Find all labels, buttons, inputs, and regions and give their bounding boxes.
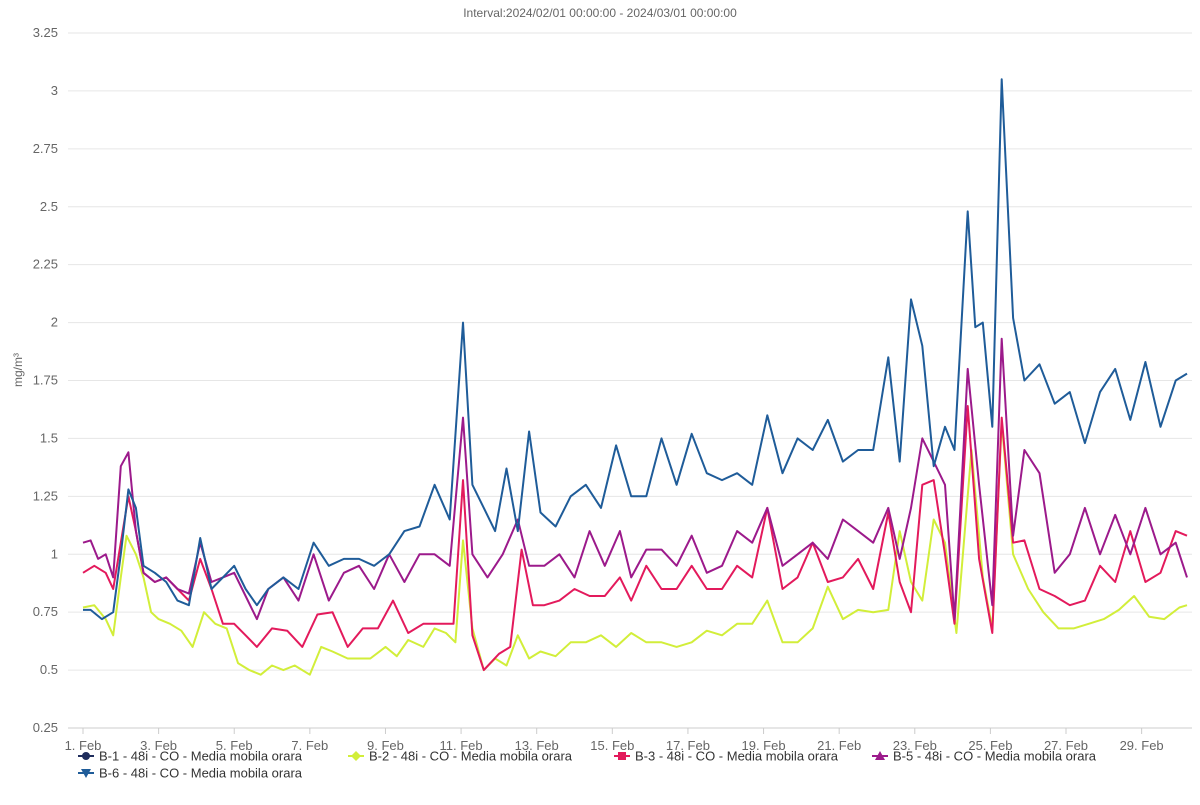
x-tick-label: 29. Feb [1120, 738, 1164, 753]
legend-marker-square [618, 752, 626, 760]
legend: B-1 - 48i - CO - Media mobila orara B-2 -… [78, 749, 1097, 781]
legend-item[interactable]: B-5 - 48i - CO - Media mobila orara [872, 749, 1097, 764]
series-line [82, 421, 1188, 676]
y-tick-label: 3 [51, 83, 58, 98]
grid-lines [68, 32, 1192, 729]
x-tick-label: 23. Feb [893, 738, 937, 753]
legend-label: B-6 - 48i - CO - Media mobila orara [99, 766, 303, 781]
legend-item[interactable]: B-3 - 48i - CO - Media mobila orara [614, 749, 839, 764]
chart-subtitle: Interval:2024/02/01 00:00:00 - 2024/03/0… [463, 6, 737, 20]
y-tick-label: 0.25 [33, 720, 58, 735]
x-tick-label: 17. Feb [666, 738, 710, 753]
y-tick-label: 3.25 [33, 25, 58, 40]
series-lines [82, 78, 1188, 676]
x-tick-label: 11. Feb [440, 738, 483, 753]
y-axis-label: mg/m³ [11, 353, 25, 387]
x-tick-label: 9. Feb [367, 738, 404, 753]
series-line [82, 405, 1188, 672]
legend-item[interactable]: B-6 - 48i - CO - Media mobila orara [78, 766, 303, 781]
legend-item[interactable]: B-2 - 48i - CO - Media mobila orara [348, 749, 573, 764]
legend-label: B-5 - 48i - CO - Media mobila orara [893, 749, 1097, 764]
legend-marker-triangle-down [81, 769, 91, 778]
y-tick-label: 2 [51, 315, 58, 330]
y-tick-label: 2.75 [33, 141, 58, 156]
y-tick-label: 0.5 [40, 662, 58, 677]
y-tick-label: 1.25 [33, 488, 58, 503]
x-tick-label: 3. Feb [140, 738, 177, 753]
x-tick-label: 27. Feb [1044, 738, 1088, 753]
legend-marker-diamond [351, 751, 361, 761]
legend-label: B-2 - 48i - CO - Media mobila orara [369, 749, 573, 764]
x-tick-label: 21. Feb [817, 738, 861, 753]
x-tick-label: 15. Feb [590, 738, 634, 753]
y-tick-label: 2.5 [40, 199, 58, 214]
x-tick-label: 7. Feb [291, 738, 328, 753]
x-axis-ticks: 1. Feb 3. Feb 5. Feb 7. Feb 9. Feb 11. Feb 13.… [65, 728, 1164, 753]
y-tick-label: 0.75 [33, 604, 58, 619]
x-tick-label: 19. Feb [742, 738, 786, 753]
x-tick-label: 25. Feb [968, 738, 1012, 753]
legend-label: B-3 - 48i - CO - Media mobila orara [635, 749, 839, 764]
x-tick-label: 1. Feb [65, 738, 102, 753]
y-tick-label: 1.5 [40, 430, 58, 445]
series-line [82, 337, 1188, 621]
y-tick-label: 2.25 [33, 257, 58, 272]
legend-label: B-1 - 48i - CO - Media mobila orara [99, 749, 303, 764]
series-line [83, 78, 1188, 621]
legend-marker-triangle [875, 751, 885, 760]
y-tick-label: 1.75 [33, 373, 58, 388]
legend-item[interactable]: B-1 - 48i - CO - Media mobila orara [78, 749, 303, 764]
legend-marker-circle [82, 752, 90, 760]
x-tick-label: 5. Feb [216, 738, 253, 753]
y-tick-label: 1 [51, 546, 58, 561]
x-tick-label: 13. Feb [515, 738, 559, 753]
y-axis-ticks: 0.25 0.5 0.75 1 1.25 1.5 1.75 2 2.25 2.5 2.75 3 3.25 [33, 25, 58, 735]
